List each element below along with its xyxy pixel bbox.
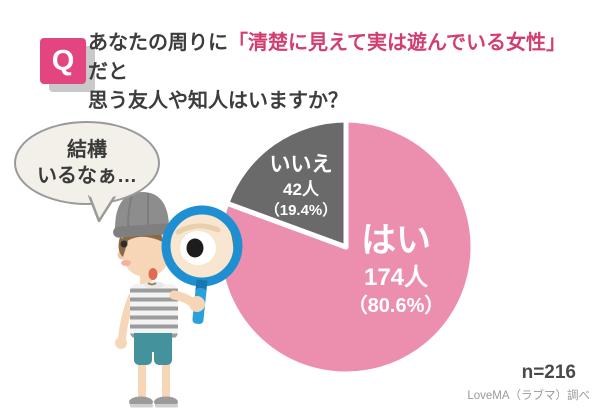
- pie-label-yes-count: 174人: [363, 264, 429, 291]
- boy-face: [122, 229, 170, 277]
- source-credit: LoveMA（ラブマ）調べ: [467, 390, 590, 402]
- pie-label-no-count: 42人: [283, 180, 319, 199]
- boy-left-leg: [138, 361, 146, 401]
- boy-beanie-brim: [113, 223, 171, 238]
- magnifier-lens-view: [170, 214, 234, 278]
- question-text: あなたの周りに「清楚に見えて実は遊んでいる女性」だと 思う友人や知人はいますか？: [88, 29, 580, 116]
- question-line2: 思う友人や知人はいますか？: [88, 90, 348, 112]
- speech-bubble: 結構 いるなぁ…: [14, 121, 160, 205]
- sample-size: n=216: [521, 362, 576, 383]
- speech-bubble-text: 結構 いるなぁ…: [37, 139, 137, 187]
- boy-left-hand: [115, 337, 127, 349]
- boy-eye: [120, 240, 128, 248]
- boy-blush: [121, 260, 131, 266]
- boy-right-arm: [169, 290, 195, 306]
- boy-with-magnifier-illustration: [113, 192, 243, 408]
- pie-slice-yes: [216, 117, 476, 377]
- question-line1-before: あなたの周りに: [88, 32, 228, 54]
- speech-bubble-tail: [87, 194, 117, 223]
- pie-label-yes-text: はい: [360, 221, 431, 260]
- boy-mouth: [148, 268, 158, 280]
- pie-label-no-percent: （19.4%）: [264, 202, 338, 219]
- boy-goatee: [147, 282, 157, 286]
- question-line1-highlight: 「清楚に見えて実は遊んでいる女性」: [228, 32, 566, 54]
- footer: n=216 LoveMA（ラブマ）調べ: [467, 362, 590, 403]
- boy-striped-shirt: [130, 284, 178, 339]
- pie-label-no-text: いいえ: [269, 153, 333, 176]
- pie-label-yes: はい 174人 （80.6%）: [348, 220, 445, 320]
- boy-right-hand: [189, 296, 205, 312]
- boy-right-leg: [162, 361, 170, 401]
- pie-slice-no: [224, 117, 349, 250]
- question-badge-letter: Q: [51, 44, 75, 77]
- question-badge: Q: [40, 38, 86, 84]
- pie-label-no: いいえ 42人 （19.4%）: [265, 152, 338, 221]
- pie-label-yes-percent: （80.6%）: [347, 295, 445, 317]
- question-line1-after: だと: [88, 61, 128, 83]
